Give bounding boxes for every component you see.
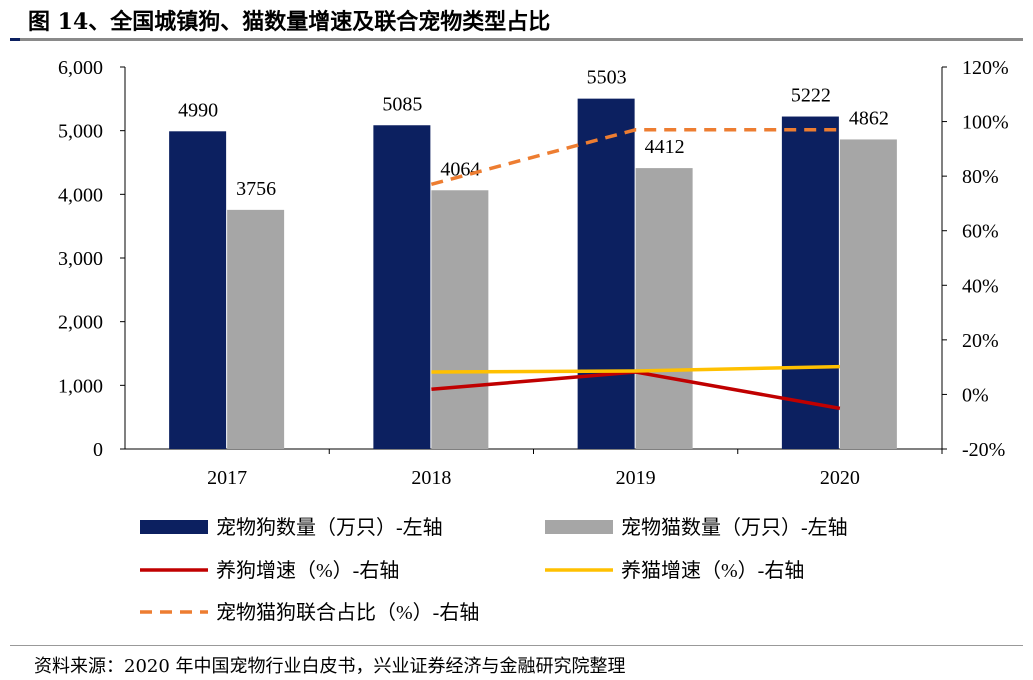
data-label: 5503 bbox=[587, 67, 627, 89]
bar-dog bbox=[577, 98, 635, 449]
right-tick-label: 20% bbox=[962, 330, 999, 352]
left-tick-label: 1,000 bbox=[58, 375, 103, 397]
left-tick-label: 4,000 bbox=[58, 184, 103, 206]
bar-dog bbox=[373, 125, 431, 449]
legend-label: 宠物猫数量（万只）-左轴 bbox=[621, 516, 848, 539]
x-tick-label: 2020 bbox=[820, 467, 860, 489]
right-tick-label: 120% bbox=[962, 57, 1009, 79]
bar-cat bbox=[635, 168, 693, 449]
series-line bbox=[431, 364, 840, 374]
bar-cat bbox=[839, 139, 897, 449]
source-divider bbox=[10, 645, 1023, 646]
left-tick-label: 2,000 bbox=[58, 312, 103, 334]
right-tick-label: 100% bbox=[962, 112, 1009, 134]
data-label: 5085 bbox=[382, 93, 422, 115]
legend-swatch bbox=[140, 520, 208, 534]
left-tick-label: 6,000 bbox=[58, 57, 103, 79]
chart-title: 图 14、全国城镇狗、猫数量增速及联合宠物类型占比 bbox=[28, 9, 551, 35]
source-note: 资料来源：2020 年中国宠物行业白皮书，兴业证券经济与金融研究院整理 bbox=[34, 656, 626, 677]
legend-label: 养猫增速（%）-右轴 bbox=[621, 559, 804, 582]
bar-cat bbox=[227, 209, 285, 449]
legend-label: 宠物猫狗联合占比（%）-右轴 bbox=[216, 601, 479, 624]
data-label: 4862 bbox=[849, 107, 889, 129]
series-line bbox=[430, 128, 840, 187]
legend-label: 养狗增速（%）-右轴 bbox=[216, 559, 399, 582]
left-tick-label: 3,000 bbox=[58, 248, 103, 270]
legend-label: 宠物狗数量（万只）-左轴 bbox=[216, 516, 443, 539]
x-tick-label: 2019 bbox=[616, 467, 656, 489]
bar-dog bbox=[169, 131, 227, 449]
legend-swatch bbox=[545, 520, 613, 534]
data-label: 3756 bbox=[236, 178, 276, 200]
right-tick-label: 40% bbox=[962, 275, 999, 297]
x-tick-label: 2018 bbox=[411, 467, 451, 489]
right-tick-label: 60% bbox=[962, 221, 999, 243]
left-tick-label: 0 bbox=[93, 439, 103, 461]
title-divider bbox=[10, 38, 1023, 41]
bar-cat bbox=[431, 190, 489, 449]
left-tick-label: 5,000 bbox=[58, 121, 103, 143]
right-tick-label: 80% bbox=[962, 166, 999, 188]
right-tick-label: 0% bbox=[962, 384, 989, 406]
x-tick-label: 2017 bbox=[207, 467, 247, 489]
bar-dog bbox=[781, 116, 839, 450]
right-tick-label: -20% bbox=[962, 439, 1005, 461]
data-label: 4412 bbox=[645, 136, 685, 158]
data-label: 4990 bbox=[178, 99, 218, 121]
data-label: 5222 bbox=[791, 85, 831, 107]
